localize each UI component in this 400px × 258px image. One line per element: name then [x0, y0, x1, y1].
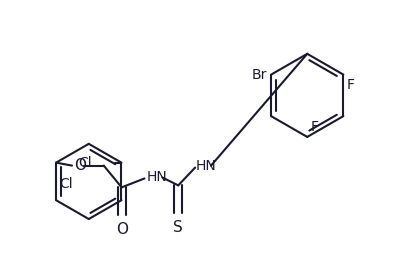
- Text: Cl: Cl: [78, 156, 92, 170]
- Text: F: F: [346, 78, 354, 92]
- Text: HN: HN: [196, 159, 217, 173]
- Text: S: S: [173, 220, 183, 235]
- Text: O: O: [74, 158, 86, 173]
- Text: Cl: Cl: [59, 177, 73, 191]
- Text: O: O: [116, 222, 128, 237]
- Text: Br: Br: [252, 68, 267, 82]
- Text: F: F: [310, 120, 318, 134]
- Text: HN: HN: [146, 171, 167, 184]
